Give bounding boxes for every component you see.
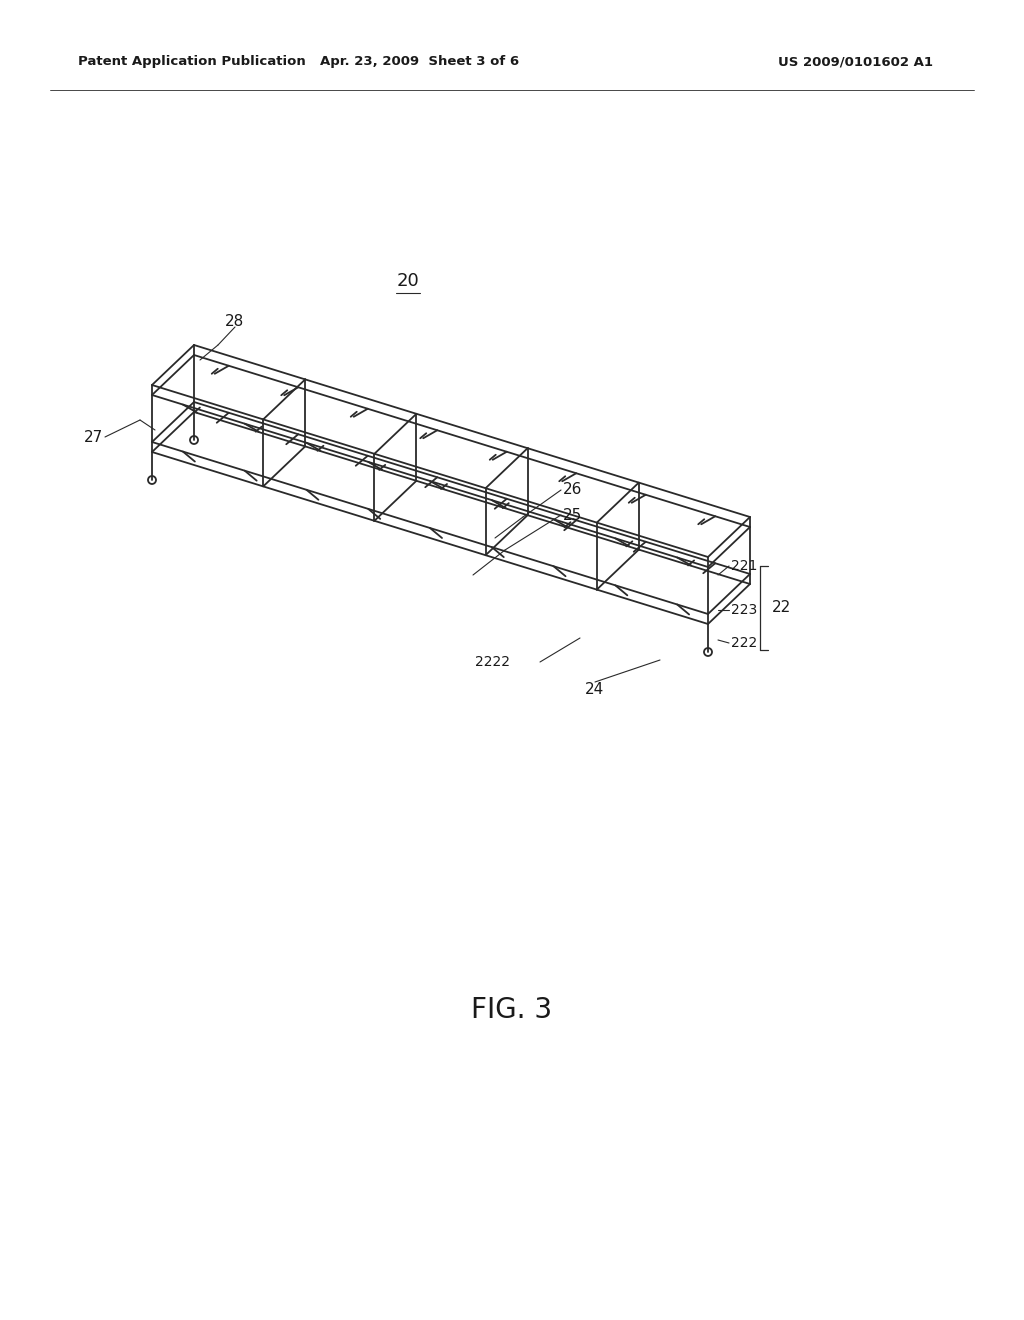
Text: 26: 26	[563, 483, 583, 498]
Text: 221: 221	[731, 558, 758, 573]
Text: Patent Application Publication: Patent Application Publication	[78, 55, 306, 69]
Text: 2222: 2222	[475, 655, 510, 669]
Text: 223: 223	[731, 603, 758, 616]
Text: US 2009/0101602 A1: US 2009/0101602 A1	[777, 55, 933, 69]
Text: 27: 27	[84, 429, 103, 445]
Text: 25: 25	[563, 507, 583, 523]
Text: 222: 222	[731, 636, 758, 649]
Text: 22: 22	[772, 601, 792, 615]
Text: FIG. 3: FIG. 3	[471, 997, 553, 1024]
Text: Apr. 23, 2009  Sheet 3 of 6: Apr. 23, 2009 Sheet 3 of 6	[321, 55, 519, 69]
Text: 24: 24	[586, 682, 604, 697]
Text: 28: 28	[225, 314, 245, 330]
Text: 20: 20	[396, 272, 420, 290]
